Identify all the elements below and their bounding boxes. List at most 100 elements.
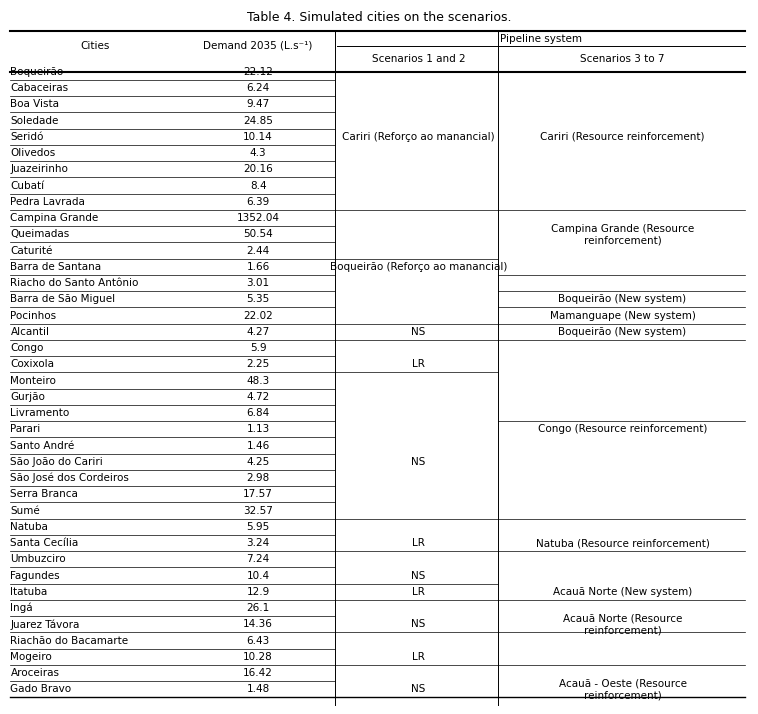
Text: 4.25: 4.25 — [246, 457, 270, 467]
Text: Scenarios 3 to 7: Scenarios 3 to 7 — [581, 54, 665, 64]
Text: Natuba: Natuba — [11, 522, 49, 532]
Text: 6.43: 6.43 — [246, 635, 270, 645]
Text: 9.47: 9.47 — [246, 99, 270, 109]
Text: Congo: Congo — [11, 343, 44, 353]
Text: 5.9: 5.9 — [250, 343, 267, 353]
Text: Parari: Parari — [11, 424, 41, 434]
Text: LR: LR — [412, 359, 425, 369]
Text: Pocinhos: Pocinhos — [11, 311, 57, 321]
Text: Pedra Lavrada: Pedra Lavrada — [11, 197, 86, 207]
Text: Boqueirão (New system): Boqueirão (New system) — [559, 294, 687, 304]
Text: 2.98: 2.98 — [246, 473, 270, 483]
Text: 4.3: 4.3 — [250, 148, 267, 158]
Text: 1.48: 1.48 — [246, 684, 270, 694]
Text: Pipeline system: Pipeline system — [500, 34, 582, 44]
Text: 10.14: 10.14 — [243, 132, 273, 142]
Text: Campina Grande: Campina Grande — [11, 213, 99, 223]
Text: Juarez Távora: Juarez Távora — [11, 619, 80, 630]
Text: 32.57: 32.57 — [243, 506, 273, 516]
Text: 3.01: 3.01 — [246, 278, 270, 288]
Text: Boqueirão: Boqueirão — [11, 67, 64, 77]
Text: Riacho do Santo Antônio: Riacho do Santo Antônio — [11, 278, 139, 288]
Text: NS: NS — [412, 684, 426, 694]
Text: São João do Cariri: São João do Cariri — [11, 457, 103, 467]
Text: LR: LR — [412, 538, 425, 548]
Text: Fagundes: Fagundes — [11, 570, 60, 580]
Text: 1352.04: 1352.04 — [236, 213, 280, 223]
Text: Boa Vista: Boa Vista — [11, 99, 59, 109]
Text: Barra de São Miguel: Barra de São Miguel — [11, 294, 115, 304]
Text: Congo (Resource reinforcement): Congo (Resource reinforcement) — [538, 424, 707, 434]
Text: Soledade: Soledade — [11, 116, 59, 126]
Text: 2.25: 2.25 — [246, 359, 270, 369]
Text: Table 4. Simulated cities on the scenarios.: Table 4. Simulated cities on the scenari… — [247, 11, 511, 24]
Text: Aroceiras: Aroceiras — [11, 668, 59, 678]
Text: 48.3: 48.3 — [246, 376, 270, 386]
Text: 16.42: 16.42 — [243, 668, 273, 678]
Text: Mamanguape (New system): Mamanguape (New system) — [550, 311, 696, 321]
Text: LR: LR — [412, 652, 425, 662]
Text: 50.54: 50.54 — [243, 229, 273, 239]
Text: Campina Grande (Resource
reinforcement): Campina Grande (Resource reinforcement) — [551, 223, 694, 245]
Text: 1.13: 1.13 — [246, 424, 270, 434]
Text: São José dos Cordeiros: São José dos Cordeiros — [11, 473, 130, 483]
Text: 3.24: 3.24 — [246, 538, 270, 548]
Text: Cariri (Resource reinforcement): Cariri (Resource reinforcement) — [540, 132, 705, 142]
Text: 2.44: 2.44 — [246, 246, 270, 256]
Text: NS: NS — [412, 570, 426, 580]
Text: Itatuba: Itatuba — [11, 587, 48, 597]
Text: 4.72: 4.72 — [246, 392, 270, 402]
Text: Boqueirão (Reforço ao manancial): Boqueirão (Reforço ao manancial) — [330, 262, 507, 272]
Text: Boqueirão (New system): Boqueirão (New system) — [559, 327, 687, 337]
Text: Coxixola: Coxixola — [11, 359, 55, 369]
Text: NS: NS — [412, 619, 426, 629]
Text: Cariri (Reforço ao manancial): Cariri (Reforço ao manancial) — [343, 132, 495, 142]
Text: Riachão do Bacamarte: Riachão do Bacamarte — [11, 635, 129, 645]
Text: 10.28: 10.28 — [243, 652, 273, 662]
Text: 1.66: 1.66 — [246, 262, 270, 272]
Text: 6.84: 6.84 — [246, 408, 270, 418]
Text: Natuba (Resource reinforcement): Natuba (Resource reinforcement) — [536, 538, 709, 548]
Text: 8.4: 8.4 — [250, 181, 267, 191]
Text: 4.27: 4.27 — [246, 327, 270, 337]
Text: Cities: Cities — [80, 41, 109, 51]
Text: Santa Cecília: Santa Cecília — [11, 538, 79, 548]
Text: Acauã - Oeste (Resource
reinforcement): Acauã - Oeste (Resource reinforcement) — [559, 678, 687, 700]
Text: Juazeirinho: Juazeirinho — [11, 164, 68, 174]
Text: Sumé: Sumé — [11, 506, 40, 516]
Text: Serra Branca: Serra Branca — [11, 489, 78, 499]
Text: Gado Bravo: Gado Bravo — [11, 684, 71, 694]
Text: Scenarios 1 and 2: Scenarios 1 and 2 — [372, 54, 465, 64]
Text: Olivedos: Olivedos — [11, 148, 55, 158]
Text: 22.12: 22.12 — [243, 67, 273, 77]
Text: Monteiro: Monteiro — [11, 376, 56, 386]
Text: 14.36: 14.36 — [243, 619, 273, 629]
Text: Demand 2035 (L.s⁻¹): Demand 2035 (L.s⁻¹) — [203, 41, 313, 51]
Text: 1.46: 1.46 — [246, 441, 270, 451]
Text: 20.16: 20.16 — [243, 164, 273, 174]
Text: Ingá: Ingá — [11, 603, 33, 613]
Text: Livramento: Livramento — [11, 408, 70, 418]
Text: Alcantil: Alcantil — [11, 327, 49, 337]
Text: Seridó: Seridó — [11, 132, 44, 142]
Text: 6.24: 6.24 — [246, 83, 270, 93]
Text: 17.57: 17.57 — [243, 489, 273, 499]
Text: Mogeiro: Mogeiro — [11, 652, 52, 662]
Text: Queimadas: Queimadas — [11, 229, 70, 239]
Text: 24.85: 24.85 — [243, 116, 273, 126]
Text: 5.35: 5.35 — [246, 294, 270, 304]
Text: 5.95: 5.95 — [246, 522, 270, 532]
Text: LR: LR — [412, 587, 425, 597]
Text: Acauã Norte (New system): Acauã Norte (New system) — [553, 587, 692, 597]
Text: Gurjão: Gurjão — [11, 392, 45, 402]
Text: 12.9: 12.9 — [246, 587, 270, 597]
Text: 6.39: 6.39 — [246, 197, 270, 207]
Text: Umbuzciro: Umbuzciro — [11, 554, 66, 564]
Text: 10.4: 10.4 — [246, 570, 270, 580]
Text: 7.24: 7.24 — [246, 554, 270, 564]
Text: 22.02: 22.02 — [243, 311, 273, 321]
Text: NS: NS — [412, 457, 426, 467]
Text: Cabaceiras: Cabaceiras — [11, 83, 68, 93]
Text: NS: NS — [412, 327, 426, 337]
Text: Acauã Norte (Resource
reinforcement): Acauã Norte (Resource reinforcement) — [563, 613, 682, 635]
